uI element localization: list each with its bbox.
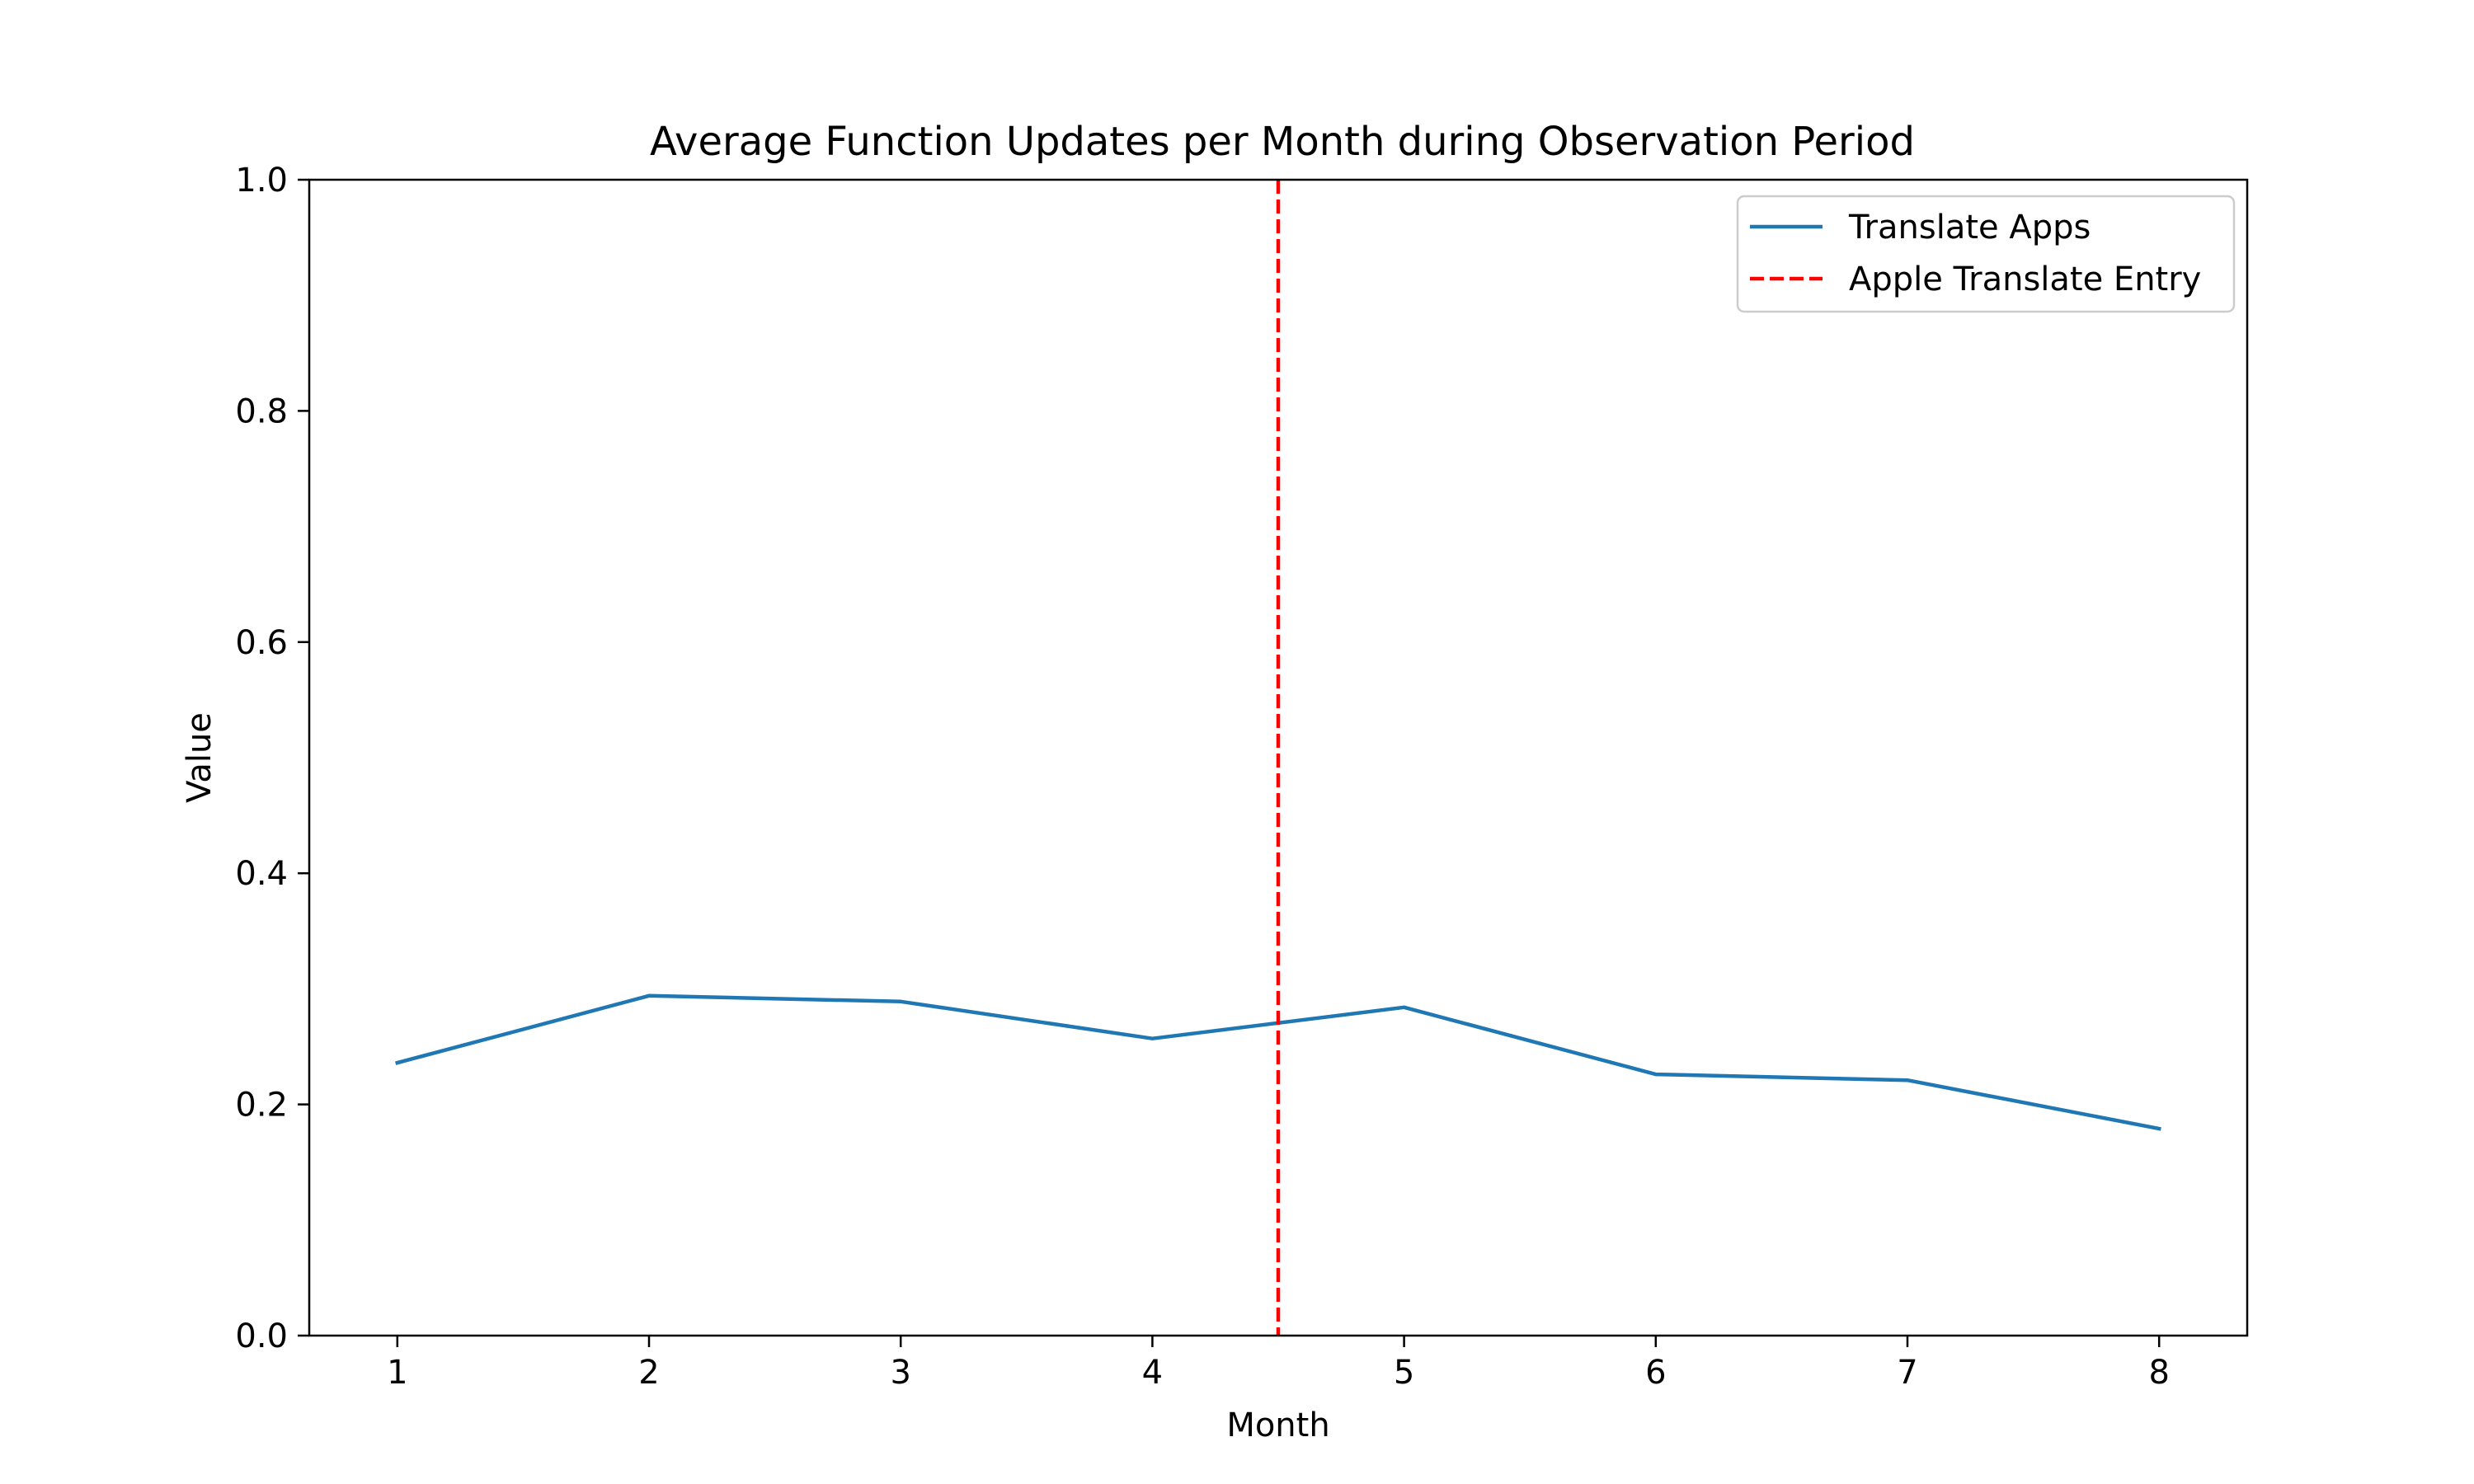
x-tick-label: 8: [2148, 1354, 2169, 1392]
y-tick-label: 0.8: [235, 392, 288, 430]
x-tick-label: 7: [1897, 1354, 1917, 1392]
legend-label-apple-translate-entry: Apple Translate Entry: [1849, 261, 2201, 298]
x-axis-label: Month: [1226, 1407, 1329, 1444]
y-axis-ticks: 0.0 0.2 0.4 0.6 0.8 1.0: [235, 162, 309, 1355]
x-tick-label: 2: [638, 1354, 659, 1392]
legend-box: [1736, 195, 2236, 313]
legend-label-translate-apps: Translate Apps: [1848, 209, 2091, 247]
y-tick-label: 1.0: [235, 162, 288, 200]
y-tick-label: 0.2: [235, 1087, 288, 1125]
legend: Translate Apps Apple Translate Entry: [1736, 195, 2236, 313]
y-tick-label: 0.0: [235, 1317, 288, 1355]
chart-title: Average Function Updates per Month durin…: [650, 119, 1915, 165]
x-tick-label: 3: [890, 1354, 910, 1392]
x-tick-label: 6: [1645, 1354, 1666, 1392]
plot-area-frame: [308, 178, 2249, 1337]
y-axis-label: Value: [181, 712, 219, 803]
x-axis-ticks: 1 2 3 4 5 6 7 8: [387, 1336, 2170, 1392]
y-tick-label: 0.4: [235, 855, 288, 893]
x-tick-label: 5: [1394, 1354, 1414, 1392]
y-tick-label: 0.6: [235, 624, 288, 662]
x-tick-label: 4: [1142, 1354, 1163, 1392]
x-tick-label: 1: [387, 1354, 407, 1392]
